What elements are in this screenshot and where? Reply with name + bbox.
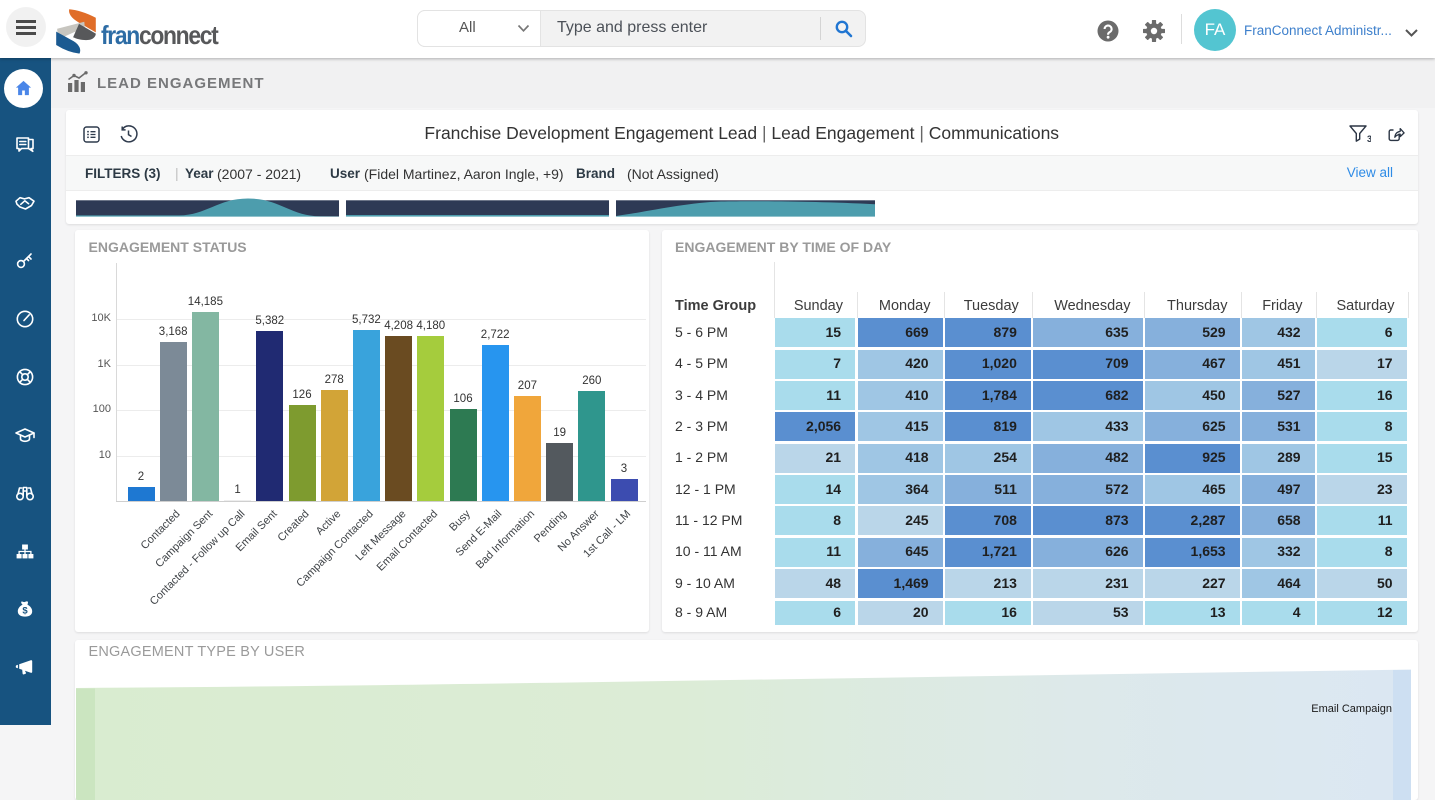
svg-text:$: $ (22, 606, 28, 617)
svg-text:3: 3 (1367, 134, 1371, 144)
svg-text:Email Campaign: Email Campaign (1311, 703, 1392, 715)
